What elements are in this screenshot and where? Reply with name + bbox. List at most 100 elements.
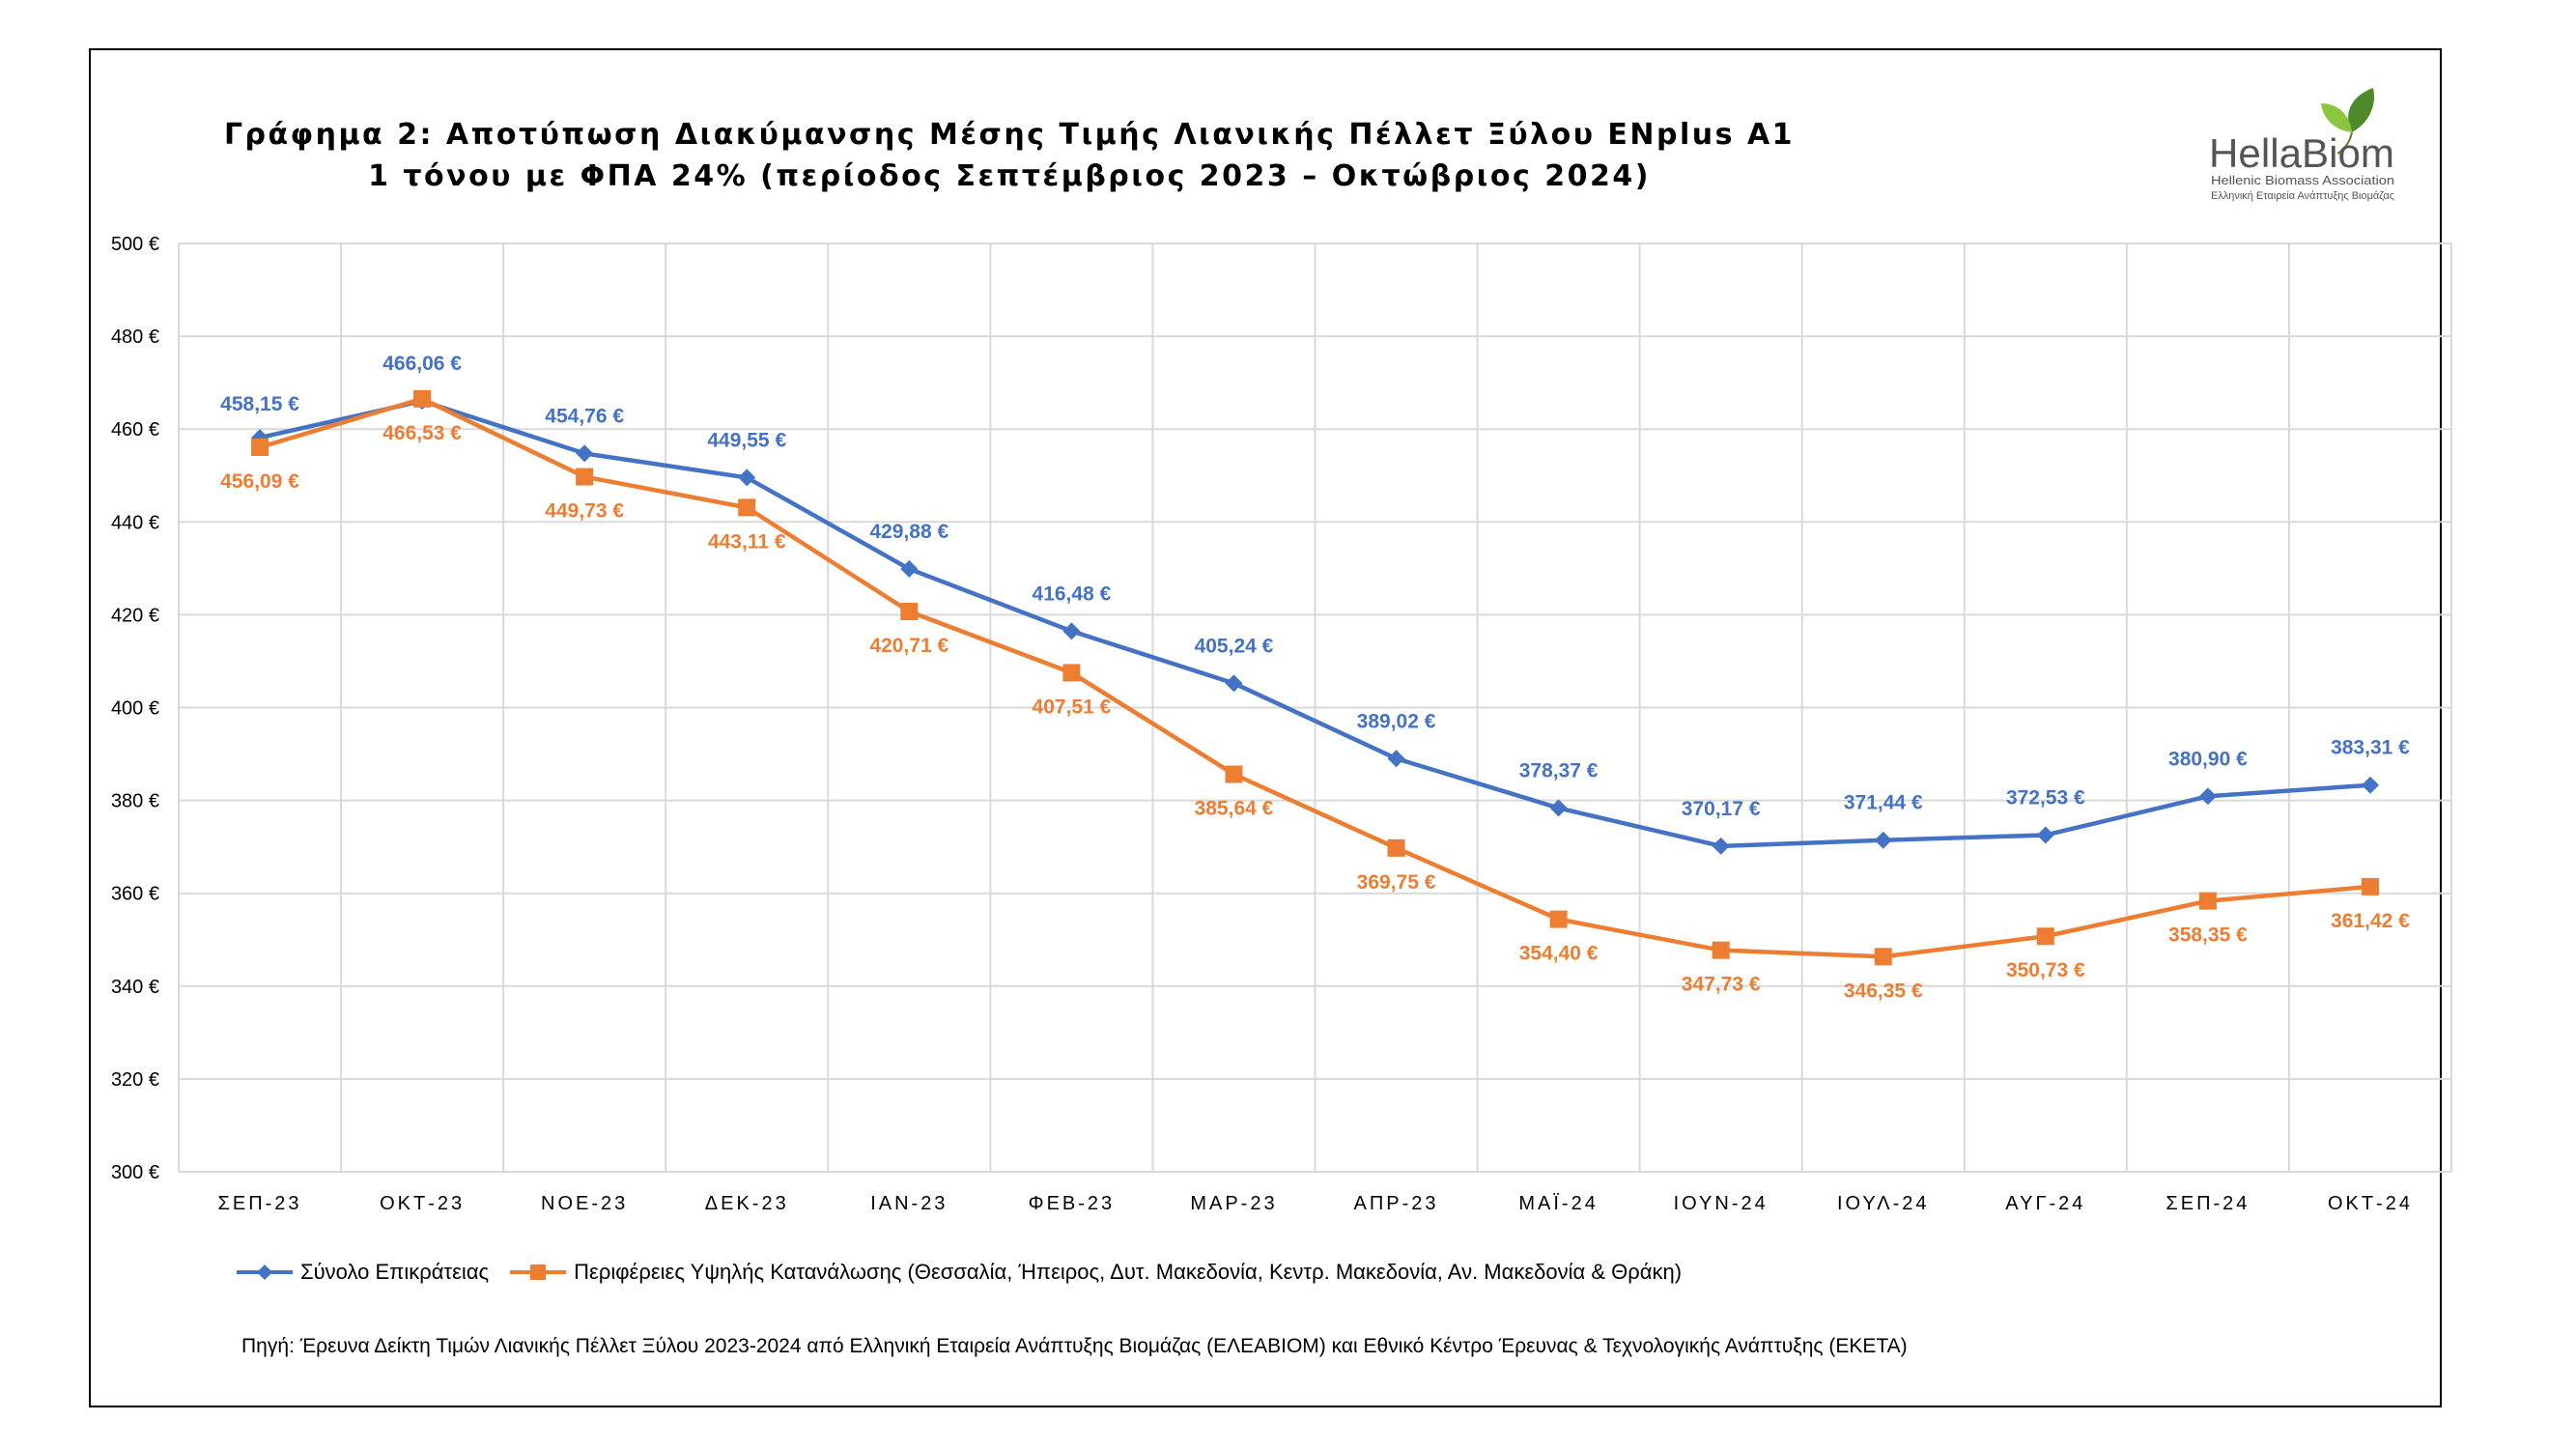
data-point-diamond[interactable] — [1712, 837, 1730, 855]
data-point-square[interactable] — [2198, 892, 2217, 910]
data-label: 443,11 € — [708, 530, 786, 553]
x-tick-label: ΜΑΪ-24 — [1518, 1193, 1598, 1214]
x-tick-label: ΣΕΠ-24 — [2166, 1193, 2250, 1214]
data-label: 378,37 € — [1519, 759, 1599, 781]
x-tick-label: ΟΚΤ-23 — [380, 1193, 465, 1214]
data-label: 372,53 € — [2006, 786, 2085, 809]
data-point-square[interactable] — [1225, 765, 1243, 783]
x-tick-label: ΟΚΤ-24 — [2328, 1193, 2413, 1214]
data-label: 429,88 € — [869, 521, 948, 543]
chart-title: Γράφημα 2: Αποτύπωση Διακύμανσης Μέσης Τ… — [140, 114, 1879, 197]
series-layer — [251, 389, 2379, 966]
data-label: 449,73 € — [545, 500, 624, 523]
y-tick-label: 380 € — [111, 791, 159, 812]
logo-name: HellaBiom — [2209, 130, 2394, 176]
data-label: 466,53 € — [382, 422, 462, 444]
grid — [178, 242, 2452, 1173]
x-tick-label: ΝΟΕ-23 — [541, 1193, 628, 1214]
x-tick-label: ΙΑΝ-23 — [870, 1193, 948, 1214]
data-point-square[interactable] — [1549, 910, 1568, 928]
x-tick-label: ΦΕΒ-23 — [1029, 1193, 1116, 1214]
data-point-diamond[interactable] — [2036, 826, 2054, 844]
data-label: 383,31 € — [2331, 737, 2410, 759]
y-tick-label: 400 € — [111, 698, 159, 720]
hellabiom-logo: HellaBiom Hellenic Biomass Association Ε… — [2209, 88, 2394, 202]
series-line-1 — [259, 398, 2371, 849]
data-label: 385,64 € — [1195, 797, 1274, 819]
x-tick-label: ΜΑΡ-23 — [1190, 1193, 1277, 1214]
legend-line-diamond-icon — [237, 1264, 293, 1280]
chart-frame — [89, 48, 2442, 1407]
y-tick-label: 460 € — [111, 419, 159, 440]
x-tick-label: ΑΠΡ-23 — [1354, 1193, 1439, 1214]
legend-item-series-1[interactable]: Σύνολο Επικράτειας — [237, 1260, 489, 1285]
data-label: 369,75 € — [1357, 871, 1436, 894]
data-label: 358,35 € — [2168, 924, 2248, 947]
data-label: 405,24 € — [1195, 635, 1274, 657]
data-label: 416,48 € — [1033, 582, 1112, 605]
data-point-diamond[interactable] — [576, 444, 594, 463]
data-label: 354,40 € — [1519, 943, 1599, 965]
data-point-diamond[interactable] — [1387, 750, 1405, 768]
data-point-diamond[interactable] — [1225, 674, 1243, 693]
data-point-square[interactable] — [2036, 927, 2054, 946]
legend-line-square-icon — [510, 1264, 567, 1280]
data-label: 371,44 € — [1844, 792, 1923, 814]
y-tick-label: 300 € — [111, 1162, 159, 1183]
data-point-square[interactable] — [900, 602, 919, 620]
logo-subtitle-en: Hellenic Biomass Association — [2211, 173, 2394, 187]
x-tick-label: ΑΥΓ-24 — [2005, 1193, 2085, 1214]
data-label: 370,17 € — [1682, 798, 1761, 820]
data-label: 449,55 € — [707, 429, 786, 451]
data-point-square[interactable] — [251, 438, 269, 456]
data-point-square[interactable] — [738, 498, 756, 517]
data-label: 454,76 € — [545, 405, 624, 427]
data-point-diamond[interactable] — [2198, 787, 2217, 806]
legend: Σύνολο Επικράτειας Περιφέρειες Υψηλής Κα… — [237, 1258, 1703, 1287]
logo-leaf-stem — [2336, 131, 2353, 155]
data-point-square[interactable] — [1387, 838, 1405, 857]
chart-title-line-1: Γράφημα 2: Αποτύπωση Διακύμανσης Μέσης Τ… — [223, 118, 1796, 152]
data-point-diamond[interactable] — [738, 469, 756, 487]
data-label: 346,35 € — [1844, 980, 1923, 1002]
data-point-square[interactable] — [2361, 877, 2379, 895]
data-label: 347,73 € — [1682, 974, 1761, 996]
data-point-diamond[interactable] — [1874, 831, 1892, 849]
data-label: 407,51 € — [1033, 696, 1112, 718]
series-line-2 — [259, 396, 2371, 959]
data-point-square[interactable] — [1712, 941, 1730, 959]
data-label: 456,09 € — [220, 470, 299, 493]
legend-label-series-2: Περιφέρειες Υψηλής Κατανάλωσης (Θεσσαλία… — [574, 1260, 1683, 1284]
data-point-square[interactable] — [576, 468, 594, 486]
axes: 300 € 320 € 340 € 360 € 380 € 400 € 420 € 440 €… — [111, 234, 2413, 1214]
data-point-diamond[interactable] — [1549, 799, 1568, 817]
data-label: 389,02 € — [1357, 710, 1436, 732]
data-label: 458,15 € — [220, 393, 299, 415]
logo-leaf-dark-icon — [2348, 88, 2375, 132]
data-label: 350,73 € — [2006, 959, 2085, 981]
logo-leaf-light-icon — [2321, 103, 2352, 132]
legend-item-series-2[interactable]: Περιφέρειες Υψηλής Κατανάλωσης (Θεσσαλία… — [510, 1260, 1682, 1285]
y-tick-label: 360 € — [111, 884, 159, 905]
data-label: 420,71 € — [869, 635, 948, 657]
y-tick-label: 500 € — [111, 234, 159, 255]
x-tick-label: ΔΕΚ-23 — [705, 1193, 789, 1214]
data-label: 380,90 € — [2168, 748, 2248, 770]
data-label: 361,42 € — [2331, 910, 2410, 932]
y-tick-label: 420 € — [111, 605, 159, 626]
x-tick-label: ΙΟΥΛ-24 — [1837, 1193, 1930, 1214]
data-point-diamond[interactable] — [900, 559, 919, 578]
y-tick-label: 480 € — [111, 327, 159, 348]
chart-title-line-2: 1 τόνου με ΦΠΑ 24% (περίοδος Σεπτέμβριος… — [368, 159, 1651, 193]
data-point-square[interactable] — [1874, 948, 1892, 966]
data-labels: 458,15 € 466,06 € 454,76 € 449,55 € 429,88 €… — [220, 353, 2410, 1002]
data-label: 466,06 € — [382, 353, 462, 375]
data-point-diamond[interactable] — [1062, 622, 1081, 640]
data-point-square[interactable] — [1062, 664, 1081, 682]
data-point-diamond[interactable] — [2361, 776, 2379, 794]
source-note: Πηγή: Έρευνα Δείκτη Τιμών Λιανικής Πέλλε… — [241, 1335, 1908, 1357]
x-tick-label: ΣΕΠ-23 — [218, 1193, 302, 1214]
data-point-square[interactable] — [413, 389, 432, 408]
y-tick-label: 320 € — [111, 1069, 159, 1091]
